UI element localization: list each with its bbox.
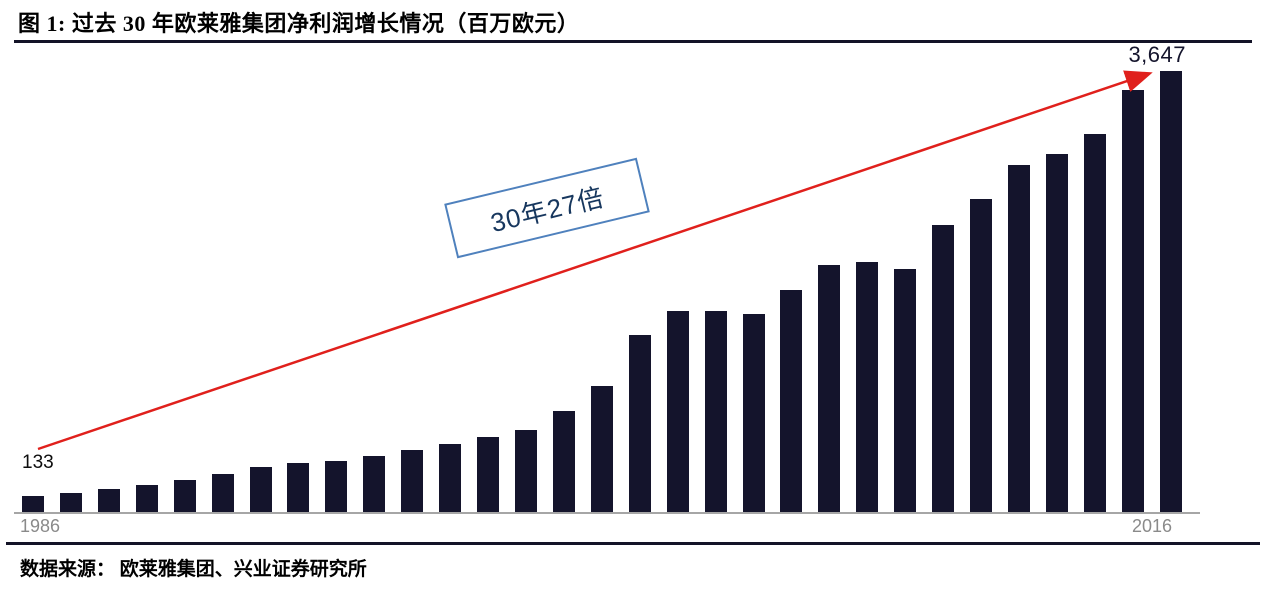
bar-2016 xyxy=(1159,70,1182,512)
bar-2015 xyxy=(1121,89,1144,512)
bar-2006 xyxy=(780,290,803,512)
bar-2005 xyxy=(742,313,765,512)
bar-1991 xyxy=(211,474,234,512)
title-divider xyxy=(14,40,1252,43)
bar-2009 xyxy=(894,269,917,512)
bar-plot xyxy=(22,52,1182,512)
bar-1993 xyxy=(287,463,310,512)
bar-1992 xyxy=(249,467,272,512)
bar-1999 xyxy=(514,429,537,512)
first-value-label: 133 xyxy=(22,452,54,473)
bar-2002 xyxy=(628,334,651,512)
source-text: 数据来源： 欧莱雅集团、兴业证券研究所 xyxy=(20,559,367,580)
bar-2008 xyxy=(856,262,879,512)
bar-1998 xyxy=(477,437,500,512)
figure-title: 图 1: 过去 30 年欧莱雅集团净利润增长情况（百万欧元） xyxy=(18,11,580,36)
bar-2004 xyxy=(704,311,727,512)
x-axis-label-start: 1986 xyxy=(20,516,61,536)
bar-2001 xyxy=(590,386,613,512)
bar-1988 xyxy=(97,489,120,512)
bar-1990 xyxy=(173,480,196,512)
x-axis-label-end: 2016 xyxy=(1132,516,1173,536)
peak-value-label: 3,647 xyxy=(1128,42,1186,67)
bar-2011 xyxy=(970,199,993,512)
bar-1994 xyxy=(325,461,348,512)
bar-2013 xyxy=(1045,153,1068,512)
bar-2000 xyxy=(552,411,575,512)
bar-1986 xyxy=(22,495,44,512)
x-axis-line xyxy=(14,512,1200,514)
bar-1997 xyxy=(439,444,462,512)
bar-2007 xyxy=(818,265,841,512)
bar-1989 xyxy=(135,485,158,512)
bar-2003 xyxy=(666,310,689,512)
bar-1995 xyxy=(363,455,386,512)
bar-2010 xyxy=(932,224,955,512)
bar-2012 xyxy=(1007,164,1030,512)
bar-1996 xyxy=(401,450,424,512)
footer-divider xyxy=(6,542,1260,545)
bar-2014 xyxy=(1083,133,1106,512)
bar-1987 xyxy=(59,492,82,512)
